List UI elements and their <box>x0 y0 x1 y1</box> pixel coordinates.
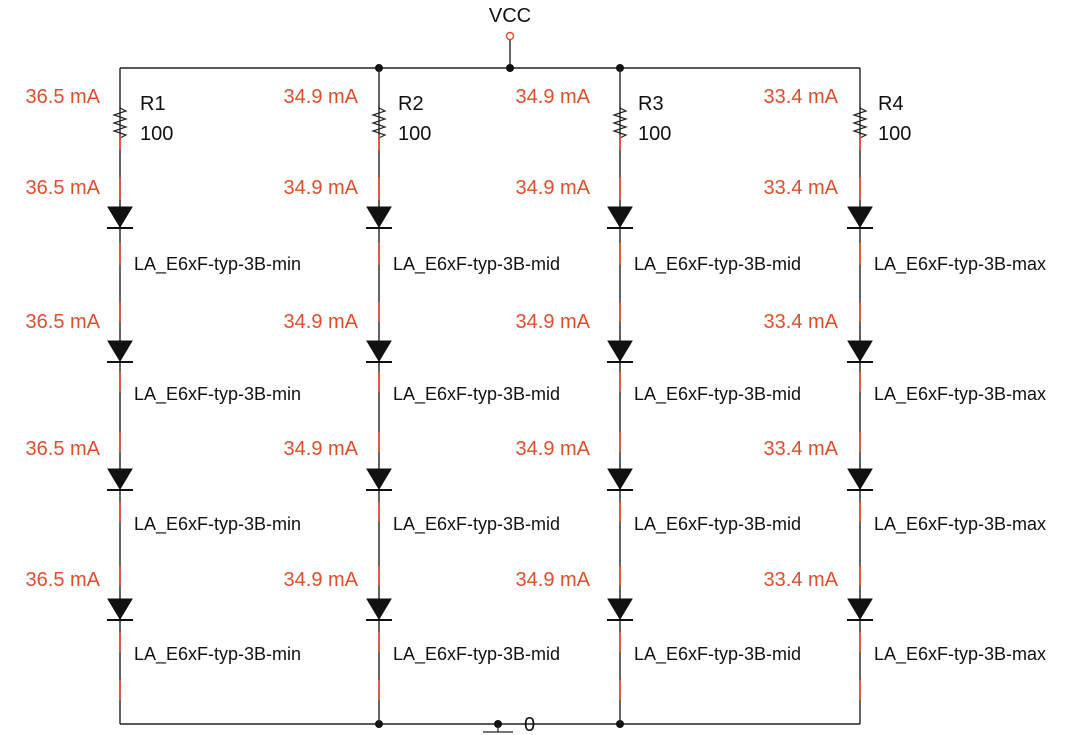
resistor-value: 100 <box>638 123 671 145</box>
diode-label: LA_E6xF-typ-3B-max <box>874 514 1046 535</box>
diode-icon <box>847 598 873 621</box>
diode-label: LA_E6xF-typ-3B-min <box>134 254 301 275</box>
current-label: 33.4 mA <box>764 438 839 460</box>
current-label: 34.9 mA <box>284 438 359 460</box>
resistor-value: 100 <box>140 123 173 145</box>
junction-dot <box>506 64 514 72</box>
diode-icon <box>366 206 392 229</box>
current-label: 33.4 mA <box>764 86 839 108</box>
diode-icon <box>847 206 873 229</box>
resistor-icon <box>612 106 628 140</box>
diode-label: LA_E6xF-typ-3B-max <box>874 254 1046 275</box>
diode-label: LA_E6xF-typ-3B-mid <box>634 514 801 535</box>
diode-icon <box>607 206 633 229</box>
diode-icon <box>366 340 392 363</box>
branch-components: LA_E6xF-typ-3B-min LA_E6xF-typ-3B-min LA_E… <box>26 86 1046 700</box>
current-label: 34.9 mA <box>284 86 359 108</box>
diode-label: LA_E6xF-typ-3B-mid <box>634 254 801 275</box>
current-label: 34.9 mA <box>284 177 359 199</box>
vcc-port-icon <box>505 31 515 41</box>
diode-icon <box>607 468 633 491</box>
current-label: 36.5 mA <box>26 86 101 108</box>
current-label: 36.5 mA <box>26 311 101 333</box>
current-label: 36.5 mA <box>26 569 101 591</box>
diode-label: LA_E6xF-typ-3B-max <box>874 384 1046 405</box>
diode-label: LA_E6xF-typ-3B-mid <box>393 254 560 275</box>
resistor-ref: R2 <box>398 93 424 115</box>
diode-label: LA_E6xF-typ-3B-mid <box>393 644 560 665</box>
resistor-value: 100 <box>878 123 911 145</box>
current-label: 33.4 mA <box>764 569 839 591</box>
diode-icon <box>847 340 873 363</box>
vcc-label: VCC <box>489 5 531 27</box>
diode-label: LA_E6xF-typ-3B-min <box>134 514 301 535</box>
resistor-value: 100 <box>398 123 431 145</box>
resistor-ref: R1 <box>140 93 166 115</box>
current-label: 34.9 mA <box>284 311 359 333</box>
resistor-icon <box>371 106 387 140</box>
diode-label: LA_E6xF-typ-3B-min <box>134 644 301 665</box>
diode-icon <box>607 340 633 363</box>
ground-icon <box>483 731 513 733</box>
current-label: 34.9 mA <box>516 311 591 333</box>
diode-icon <box>107 598 133 621</box>
diode-label: LA_E6xF-typ-3B-mid <box>393 514 560 535</box>
current-label: 33.4 mA <box>764 311 839 333</box>
resistor-ref: R3 <box>638 93 664 115</box>
resistor-icon <box>852 106 868 140</box>
current-label: 34.9 mA <box>516 177 591 199</box>
diode-label: LA_E6xF-typ-3B-mid <box>393 384 560 405</box>
diode-label: LA_E6xF-typ-3B-min <box>134 384 301 405</box>
diode-icon <box>847 468 873 491</box>
diode-icon <box>366 598 392 621</box>
resistor-icon <box>112 106 128 140</box>
diode-icon <box>607 598 633 621</box>
diode-icon <box>107 468 133 491</box>
diode-label: LA_E6xF-typ-3B-mid <box>634 384 801 405</box>
diode-icon <box>107 340 133 363</box>
diode-icon <box>366 468 392 491</box>
current-label: 34.9 mA <box>284 569 359 591</box>
diode-label: LA_E6xF-typ-3B-mid <box>634 644 801 665</box>
current-label: 34.9 mA <box>516 86 591 108</box>
current-label: 36.5 mA <box>26 177 101 199</box>
current-label: 34.9 mA <box>516 438 591 460</box>
ground-label: 0 <box>524 714 535 735</box>
current-label: 33.4 mA <box>764 177 839 199</box>
current-label: 36.5 mA <box>26 438 101 460</box>
current-label: 34.9 mA <box>516 569 591 591</box>
diode-icon <box>107 206 133 229</box>
resistor-ref: R4 <box>878 93 904 115</box>
diode-label: LA_E6xF-typ-3B-max <box>874 644 1046 665</box>
